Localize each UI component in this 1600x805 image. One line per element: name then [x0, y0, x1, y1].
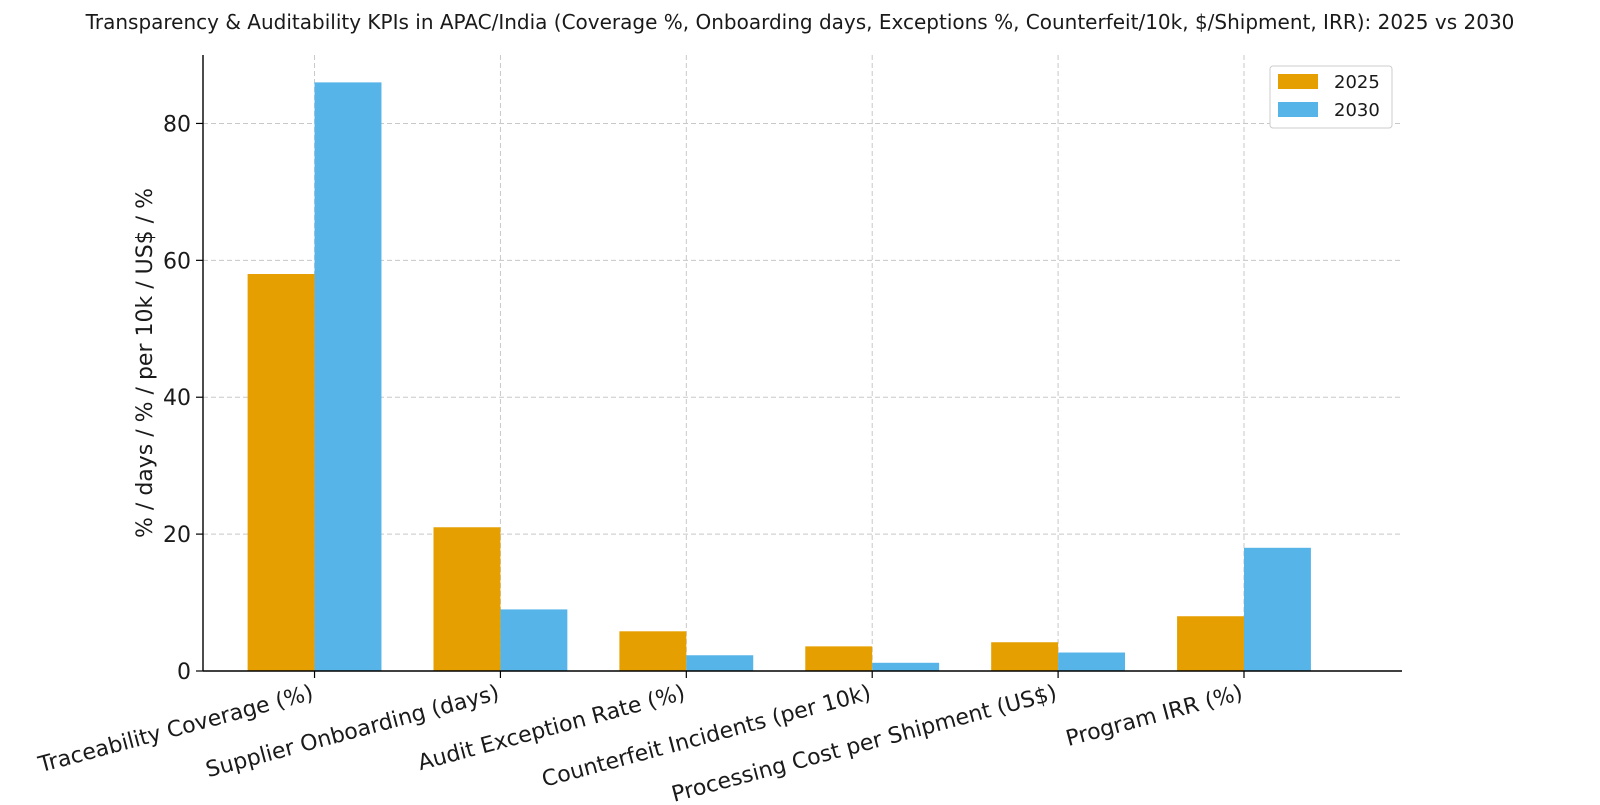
legend-label: 2025: [1334, 72, 1380, 93]
y-tick-label: 40: [163, 386, 191, 411]
legend-swatch-2030: [1278, 102, 1318, 117]
y-axis-label: % / days / % / per 10k / US$ / %: [133, 188, 158, 538]
bar-2030-5: [1058, 652, 1126, 671]
bar-2030-6: [1243, 547, 1311, 671]
tick-labels: 0 20 40 60 80: [163, 112, 191, 685]
x-tick-label: Supplier Onboarding (days): [203, 681, 502, 783]
y-tick-label: 20: [163, 523, 191, 548]
bar-2025-3: [619, 631, 687, 671]
y-tick-label: 60: [163, 249, 191, 274]
bar-2030-3: [686, 655, 754, 671]
bars: [247, 82, 1311, 671]
bar-2025-6: [1177, 616, 1244, 671]
category-labels: Traceability Coverage (%)Supplier Onboar…: [35, 681, 1245, 805]
bar-2030-2: [500, 609, 568, 671]
grid-lines: [203, 55, 1402, 671]
bar-2030-4: [872, 662, 940, 671]
bar-2025-5: [991, 642, 1059, 671]
bar-2025-2: [433, 527, 501, 671]
y-tick-label: 0: [177, 660, 191, 685]
legend: 2025 2030: [1269, 65, 1393, 129]
chart-title: Transparency & Auditability KPIs in APAC…: [85, 10, 1515, 34]
bar-2030-1: [314, 82, 382, 671]
x-tick-label: Program IRR (%): [1063, 681, 1245, 752]
legend-label: 2030: [1334, 100, 1380, 121]
y-tick-label: 80: [163, 112, 191, 137]
axes: [196, 55, 1402, 678]
bar-2025-1: [247, 274, 315, 671]
legend-swatch-2025: [1278, 74, 1318, 89]
bar-2025-4: [805, 646, 873, 671]
